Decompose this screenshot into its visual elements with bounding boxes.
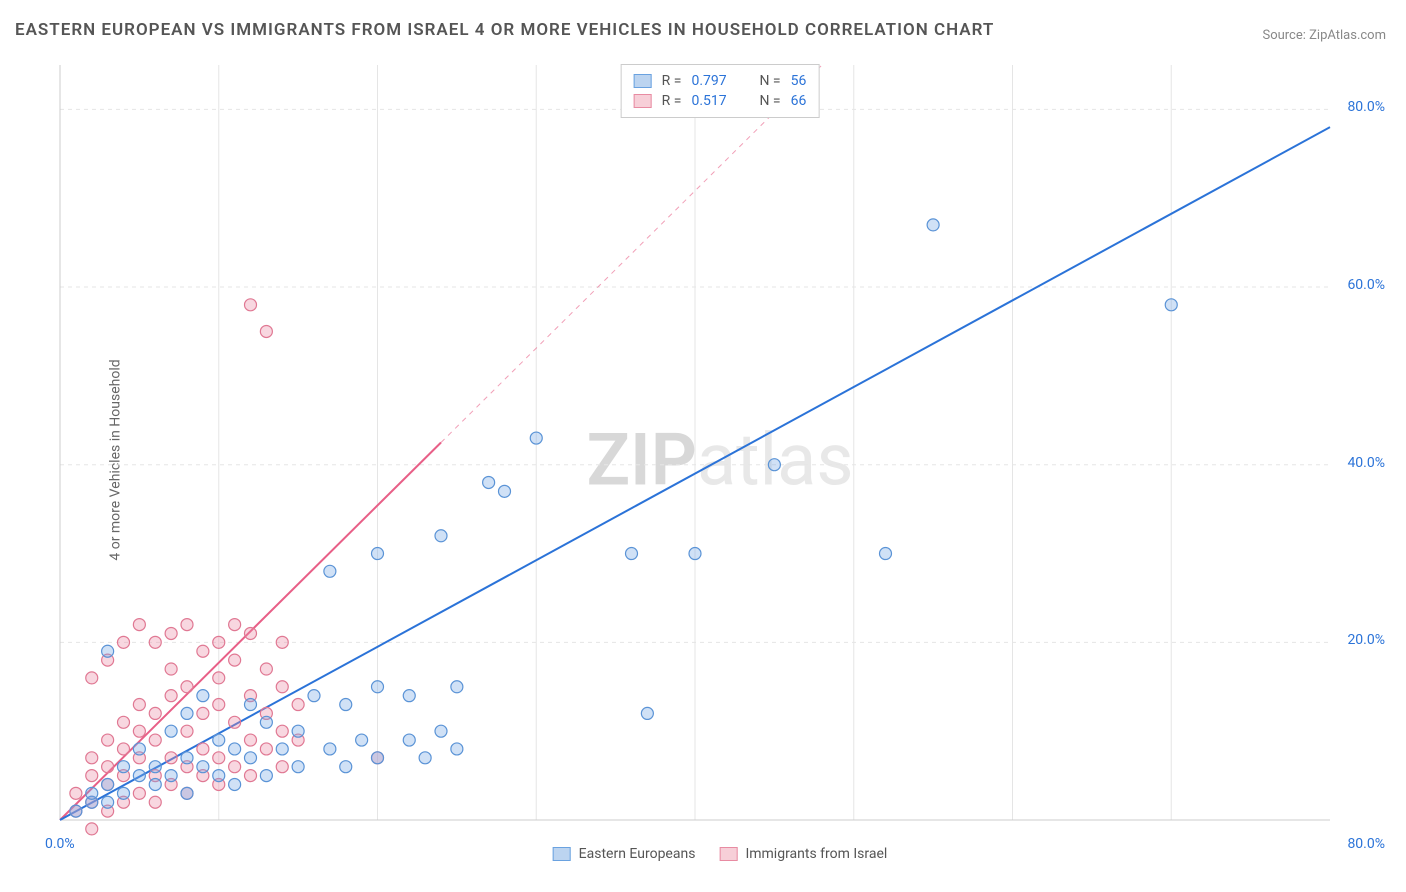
legend-item-b: Immigrants from Israel xyxy=(719,846,887,862)
r-label: R = xyxy=(662,93,682,109)
n-label: N = xyxy=(759,93,780,109)
correlation-legend: R = 0.797 N = 56 R = 0.517 N = 66 xyxy=(621,64,820,118)
chart-title: EASTERN EUROPEAN VS IMMIGRANTS FROM ISRA… xyxy=(15,20,994,40)
series-a-name: Eastern Europeans xyxy=(579,846,696,862)
series-legend: Eastern Europeans Immigrants from Israel xyxy=(553,846,888,862)
swatch-series-b xyxy=(719,847,737,861)
x-tick-0: 0.0% xyxy=(45,836,75,852)
swatch-series-a xyxy=(634,74,652,88)
y-tick-20: 20.0% xyxy=(1347,632,1385,648)
y-tick-80: 80.0% xyxy=(1347,99,1385,115)
swatch-series-a xyxy=(553,847,571,861)
swatch-series-b xyxy=(634,94,652,108)
source-attribution: Source: ZipAtlas.com xyxy=(1262,28,1386,43)
r-label: R = xyxy=(662,73,682,89)
n-label: N = xyxy=(759,73,780,89)
legend-row-series-b: R = 0.517 N = 66 xyxy=(634,91,807,111)
n-value-a: 56 xyxy=(791,73,807,89)
legend-item-a: Eastern Europeans xyxy=(553,846,696,862)
chart-area: 4 or more Vehicles in Household ZIPatlas… xyxy=(50,60,1390,860)
r-value-a: 0.797 xyxy=(691,73,741,89)
x-tick-80: 80.0% xyxy=(1347,836,1385,852)
r-value-b: 0.517 xyxy=(691,93,741,109)
n-value-b: 66 xyxy=(791,93,807,109)
scatter-chart xyxy=(50,60,1390,860)
series-b-name: Immigrants from Israel xyxy=(745,846,887,862)
y-tick-60: 60.0% xyxy=(1347,277,1385,293)
y-tick-40: 40.0% xyxy=(1347,455,1385,471)
legend-row-series-a: R = 0.797 N = 56 xyxy=(634,71,807,91)
